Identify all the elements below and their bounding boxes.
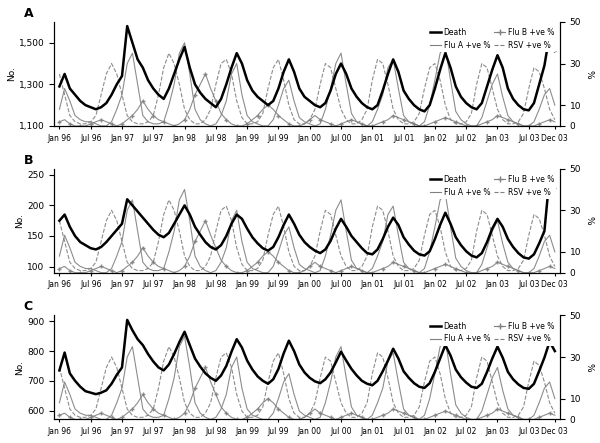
Y-axis label: No.: No. [7,66,16,82]
Legend: Death, Flu A +ve %, Flu B +ve %, RSV +ve %: Death, Flu A +ve %, Flu B +ve %, RSV +ve… [427,172,556,199]
Text: B: B [24,154,34,167]
Legend: Death, Flu A +ve %, Flu B +ve %, RSV +ve %: Death, Flu A +ve %, Flu B +ve %, RSV +ve… [427,319,556,346]
Y-axis label: %: % [584,363,593,372]
Text: A: A [24,7,34,20]
Y-axis label: %: % [584,216,593,225]
Text: C: C [24,300,33,313]
Y-axis label: No.: No. [16,213,25,228]
Y-axis label: %: % [584,70,593,78]
Legend: Death, Flu A +ve %, Flu B +ve %, RSV +ve %: Death, Flu A +ve %, Flu B +ve %, RSV +ve… [427,26,556,52]
Y-axis label: No.: No. [16,360,25,375]
